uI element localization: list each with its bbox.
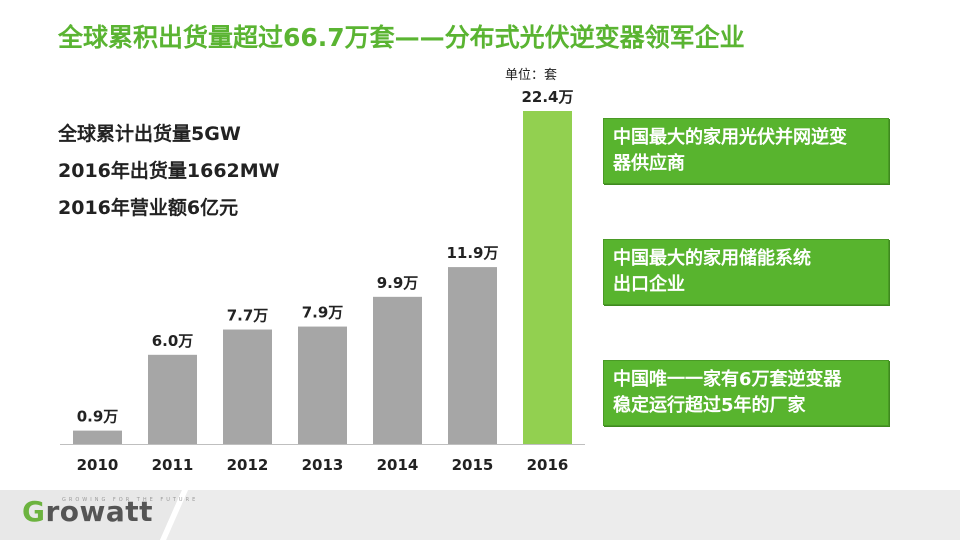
badge-line: 中国最大的家用储能系统	[613, 248, 811, 269]
value-label-2013: 7.9万	[302, 304, 344, 322]
value-label-2014: 9.9万	[377, 274, 419, 292]
x-tick-2014: 2014	[377, 456, 419, 474]
value-label-2010: 0.9万	[77, 408, 119, 426]
x-tick-2011: 2011	[152, 456, 194, 474]
badge-line: 器供应商	[613, 153, 685, 174]
x-tick-2016: 2016	[527, 456, 569, 474]
badge-line: 出口企业	[613, 274, 685, 295]
stat-2016-revenue: 2016年营业额6亿元	[58, 197, 239, 219]
bar-2011	[148, 354, 197, 444]
bar-2012	[223, 329, 272, 444]
badge-line: 稳定运行超过5年的厂家	[613, 395, 806, 416]
value-label-2011: 6.0万	[152, 332, 194, 350]
badge-largest-grid-inverter: 中国最大的家用光伏并网逆变 器供应商	[603, 118, 889, 184]
badge-line: 中国唯一一家有6万套逆变器	[613, 369, 842, 390]
value-label-2012: 7.7万	[227, 307, 269, 325]
page-title: 全球累积出货量超过66.7万套——分布式光伏逆变器领军企业	[58, 23, 745, 52]
logo-tagline: GROWING FOR THE FUTURE	[62, 497, 199, 503]
badge-line: 中国最大的家用光伏并网逆变	[613, 127, 847, 148]
value-label-2016: 22.4万	[521, 88, 573, 106]
unit-label: 单位：套	[505, 68, 558, 83]
bar-2013	[298, 326, 347, 444]
bar-2010	[73, 430, 122, 444]
bar-2016	[523, 111, 572, 444]
logo-g: G	[22, 495, 46, 528]
growatt-logo: Growatt	[22, 495, 153, 528]
badge-only-stable-manufacturer: 中国唯一一家有6万套逆变器 稳定运行超过5年的厂家	[603, 360, 889, 426]
footer-band	[0, 490, 960, 540]
x-tick-2010: 2010	[77, 456, 119, 474]
x-tick-2015: 2015	[452, 456, 494, 474]
shipment-bar-chart: 0.9万 2010 6.0万 2011 7.7万 2012 7.9万 2013 9.9万 2014…	[60, 88, 585, 474]
x-tick-2012: 2012	[227, 456, 269, 474]
stats-list: 全球累计出货量5GW 2016年出货量1662MW 2016年营业额6亿元	[58, 116, 280, 227]
logo-rest: rowatt	[45, 495, 154, 528]
x-tick-2013: 2013	[302, 456, 344, 474]
bar-2015	[448, 267, 497, 444]
stat-2016-shipment: 2016年出货量1662MW	[58, 160, 280, 182]
value-label-2015: 11.9万	[446, 244, 498, 262]
badge-largest-storage-exporter: 中国最大的家用储能系统 出口企业	[603, 239, 889, 305]
stat-total-shipment: 全球累计出货量5GW	[58, 123, 241, 145]
bar-2014	[373, 296, 422, 444]
